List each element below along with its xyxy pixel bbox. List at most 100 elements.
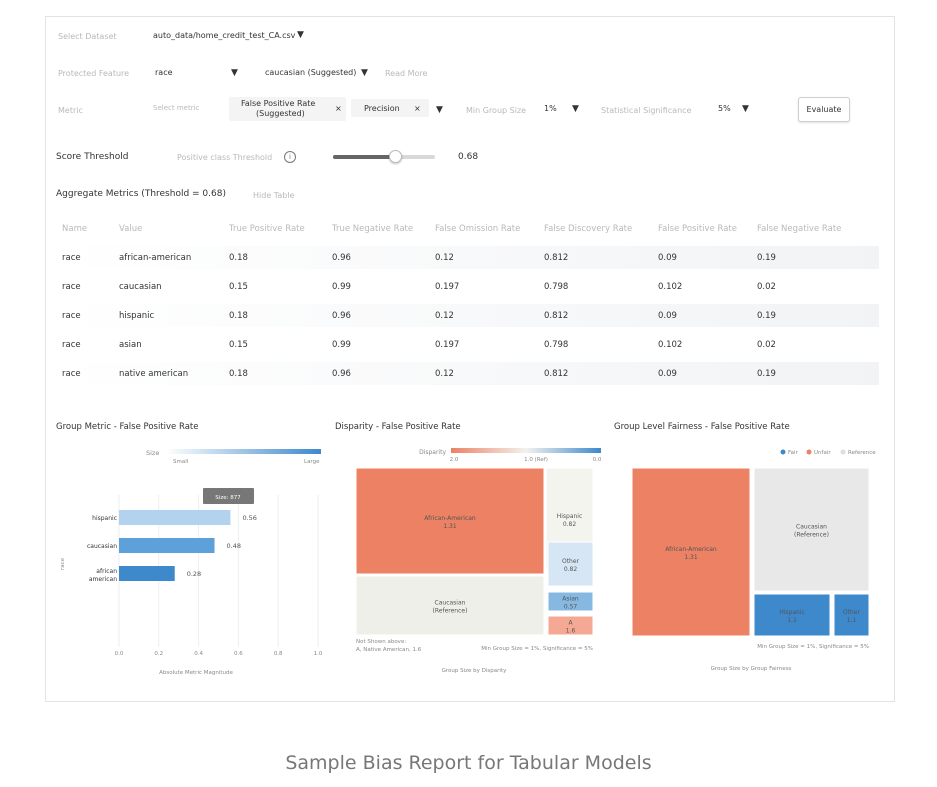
not-shown-groups: A, Native American, 1.6 [356,647,422,653]
table-cell: 0.19 [757,369,776,379]
not-shown-note: Not Shown above: [356,639,406,645]
table-cell: race [62,282,81,292]
bias-report-panel: Select Dataset auto_data/home_credit_tes… [45,16,895,702]
protected-feature-label: Protected Feature [58,69,130,78]
threshold-slider-handle[interactable] [389,150,403,163]
table-cell: race [62,311,81,321]
bar-value-label: 0.56 [242,514,256,522]
table-cell: african-american [119,253,192,263]
chevron-down-icon[interactable]: ▼ [361,68,368,78]
chevron-down-icon[interactable]: ▼ [742,104,749,114]
treemap-cell-name: Other [843,609,861,616]
treemap-cell[interactable] [547,541,594,587]
chip-close-icon[interactable]: × [335,104,342,113]
y-axis-label: race [60,557,66,570]
metric-select-placeholder[interactable]: Select metric [153,104,200,112]
treemap-cell[interactable] [753,467,870,592]
table-cell: race [62,369,81,379]
score-threshold-label: Score Threshold [56,152,129,162]
size-legend-gradient [166,449,321,454]
column-header[interactable]: Value [119,224,143,234]
column-header[interactable]: True Negative Rate [332,224,414,234]
treemap-cell[interactable] [547,615,594,636]
hide-table-button[interactable]: Hide Table [253,191,295,200]
disparity-legend-tick: 2.0 [450,457,459,463]
table-cell: 0.09 [658,369,677,379]
table-cell: race [62,340,81,350]
size-legend-large: Large [304,459,320,465]
figure-caption: Sample Bias Report for Tabular Models [285,752,652,774]
fairness-title: Group Level Fairness - False Positive Ra… [614,422,790,432]
bar[interactable] [119,566,175,581]
table-cell: 0.812 [544,311,569,321]
protected-feature-select[interactable]: race [155,68,173,77]
disparity-legend-label: Disparity [419,449,446,456]
column-header[interactable]: Name [62,224,88,234]
column-header[interactable]: False Negative Rate [757,224,842,234]
metric-chip-precision [351,99,429,117]
x-axis-label: Absolute Metric Magnitude [159,670,233,676]
column-header[interactable]: False Positive Rate [658,224,737,234]
bar-value-label: 0.28 [187,570,201,578]
table-cell: 0.15 [229,282,248,292]
column-header[interactable]: False Discovery Rate [544,224,633,234]
treemap-cell[interactable] [753,593,831,637]
reference-group-select[interactable]: caucasian (Suggested) [265,68,357,77]
treemap-cell-name: African-American [665,546,717,553]
table-cell: 0.96 [332,253,351,263]
table-cell: 0.18 [229,253,248,263]
significance-select[interactable]: 5% [718,104,731,113]
table-cell: 0.99 [332,340,351,350]
min-group-size-select[interactable]: 1% [544,104,557,113]
chevron-down-icon[interactable]: ▼ [572,104,579,114]
treemap-cell-name: A [568,620,573,627]
treemap-cell-value: 1.6 [566,628,576,635]
table-row-background [56,246,879,269]
treemap-cell[interactable] [355,575,545,636]
disparity-treemap: Disparity 2.0 1.0 (Ref) 0.0 African-American… [355,448,602,674]
disparity-legend-tick: 1.0 (Ref) [524,457,548,463]
table-row-background [56,304,879,327]
table-cell: 0.798 [544,282,569,292]
x-tick-label: 0.8 [274,651,283,657]
fairness-note: Min Group Size = 1%, Significance = 5% [757,644,869,650]
treemap-cell[interactable] [833,593,870,637]
evaluate-button[interactable]: Evaluate [798,97,850,122]
fairness-legend-swatch [806,449,812,455]
treemap-cell-value: 1.1 [847,617,857,624]
metric-label: Metric [58,106,83,115]
table-cell: 0.102 [658,282,683,292]
table-cell: 0.09 [658,253,677,263]
disparity-title: Disparity - False Positive Rate [335,422,461,432]
treemap-cell[interactable] [547,591,594,612]
chevron-down-icon[interactable]: ▼ [436,105,443,115]
treemap-cell[interactable] [355,467,545,575]
treemap-cell-value: (Reference) [433,608,468,615]
treemap-cell-name: Other [562,558,580,565]
column-header[interactable]: False Omission Rate [435,224,521,234]
read-more-link[interactable]: Read More [385,69,428,78]
info-icon[interactable]: i [284,151,296,163]
table-cell: 0.02 [757,282,776,292]
table-cell: 0.19 [757,253,776,263]
treemap-cell[interactable] [631,467,751,637]
chevron-down-icon[interactable]: ▼ [297,30,304,40]
fairness-legend-swatch [780,449,786,455]
table-row-background [56,362,879,385]
x-tick-label: 0.0 [115,651,124,657]
bar-label: american [89,576,117,583]
dataset-select[interactable]: auto_data/home_credit_test_CA.csv [153,31,296,40]
x-tick-label: 0.4 [194,651,203,657]
bar[interactable] [119,510,231,525]
table-cell: 0.812 [544,253,569,263]
chevron-down-icon[interactable]: ▼ [231,68,238,78]
bar[interactable] [119,538,215,553]
metric-chip-precision-label: Precision [364,104,400,113]
disparity-note: Min Group Size = 1%, Significance = 5% [481,646,593,652]
disparity-legend-tick: 0.0 [593,457,602,463]
column-header[interactable]: True Positive Rate [229,224,305,234]
treemap-cell-value: 1.31 [684,554,698,561]
threshold-value: 0.68 [458,152,479,162]
chip-close-icon[interactable]: × [414,104,421,113]
